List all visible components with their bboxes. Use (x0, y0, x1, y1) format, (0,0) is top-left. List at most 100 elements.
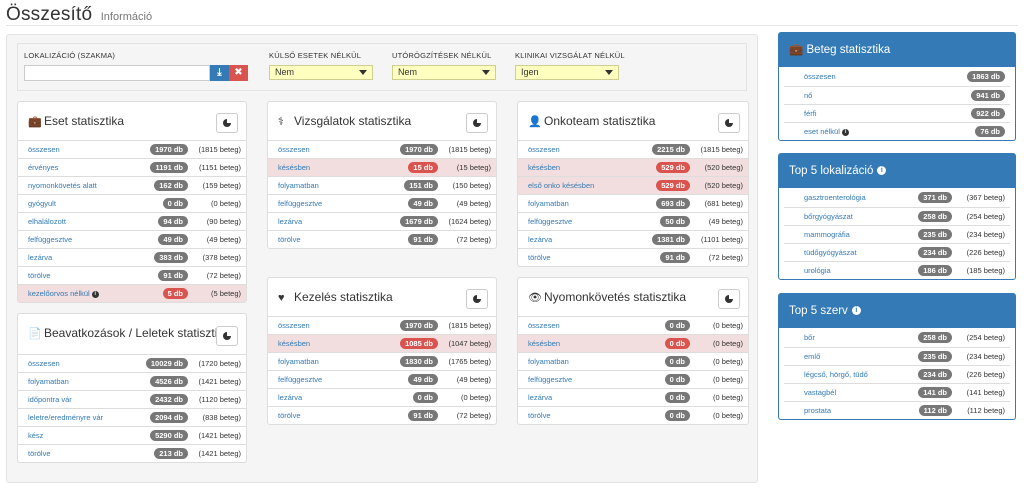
stat-link[interactable]: lezárva (528, 393, 553, 402)
filter-kulso: Külső esetek nélkül Nem (269, 51, 373, 80)
stat-link[interactable]: lezárva (28, 253, 53, 262)
info-icon[interactable]: i (877, 166, 887, 176)
stat-link[interactable]: urológia (804, 266, 831, 275)
stat-link[interactable]: lezárva (278, 393, 303, 402)
stat-row: folyamatban 4526 db (1421 beteg) (18, 372, 246, 390)
stat-link[interactable]: törölve (278, 235, 301, 244)
lokalizacio-input[interactable] (24, 65, 210, 81)
beteg-count: (0 beteg) (712, 339, 743, 348)
chevron-down-icon (482, 70, 490, 75)
stat-link[interactable]: tüdőgyógyászat (804, 248, 857, 257)
stat-link[interactable]: lezárva (528, 235, 553, 244)
info-icon[interactable]: i (851, 306, 861, 316)
stat-link[interactable]: férfi (804, 109, 817, 118)
stat-link[interactable]: eset nélkül (804, 127, 840, 136)
stat-link[interactable]: felfüggesztve (528, 217, 573, 226)
stat-link[interactable]: törölve (528, 411, 551, 420)
stat-link[interactable]: bőrgyógyászat (804, 212, 853, 221)
beteg-count: (0 beteg) (460, 393, 491, 402)
stat-link[interactable]: kezelőorvos nélkül (28, 289, 90, 298)
beteg-count: (0 beteg) (712, 411, 743, 420)
stat-link[interactable]: nyomonkövetés alatt (28, 181, 97, 190)
panel-top-szerv-header: Top 5 szerv i (779, 294, 1015, 328)
stat-link[interactable]: törölve (28, 449, 51, 458)
stat-row: folyamatban 693 db (681 beteg) (518, 194, 748, 212)
pie-chart-button[interactable] (718, 113, 740, 133)
stat-link[interactable]: elhalálozott (28, 217, 66, 226)
panel-beavatkozas-title: Beavatkozások / Leletek statisztika (44, 326, 231, 340)
pie-chart-button[interactable] (466, 113, 488, 133)
stat-link[interactable]: gyógyult (28, 199, 56, 208)
info-icon[interactable]: i (91, 290, 99, 298)
stat-link[interactable]: összesen (28, 359, 60, 368)
stat-link[interactable]: törölve (278, 411, 301, 420)
stat-link[interactable]: folyamatban (528, 199, 569, 208)
pie-chart-button[interactable] (466, 289, 488, 309)
beteg-count: (72 beteg) (206, 271, 241, 280)
stat-link[interactable]: érvényes (28, 163, 59, 172)
stat-link[interactable]: törölve (28, 271, 51, 280)
panel-beteg-header: 💼 Beteg statisztika (779, 33, 1015, 67)
beteg-count: (520 beteg) (704, 163, 743, 172)
count-badge: 1970 db (400, 320, 438, 331)
pie-chart-button[interactable] (216, 113, 238, 133)
stat-link[interactable]: felfüggesztve (28, 235, 73, 244)
count-badge: 258 db (918, 211, 952, 222)
stat-link[interactable]: emlő (804, 352, 821, 361)
stat-link[interactable]: folyamatban (28, 377, 69, 386)
stat-link[interactable]: összesen (278, 145, 310, 154)
stat-row: kész 5290 db (1421 beteg) (18, 426, 246, 444)
file-text-icon: 📄 (28, 328, 42, 340)
count-badge: 10029 db (145, 358, 188, 369)
stat-link[interactable]: kész (28, 431, 44, 440)
stat-link[interactable]: összesen (804, 72, 836, 81)
stat-link[interactable]: vastagbél (804, 388, 837, 397)
stat-link[interactable]: összesen (28, 145, 60, 154)
stat-link[interactable]: késésben (278, 339, 311, 348)
stat-link[interactable]: folyamatban (278, 357, 319, 366)
stat-row: elhalálozott 94 db (90 beteg) (18, 212, 246, 230)
utorogzites-select[interactable]: Nem (392, 65, 496, 80)
stat-link[interactable]: felfüggesztve (528, 375, 573, 384)
stat-link[interactable]: összesen (528, 321, 560, 330)
stat-link[interactable]: folyamatban (278, 181, 319, 190)
klinikai-select[interactable]: Igen (515, 65, 619, 80)
stat-link[interactable]: törölve (528, 253, 551, 262)
beteg-count: (1765 beteg) (448, 357, 491, 366)
stat-link[interactable]: késésben (528, 339, 561, 348)
info-icon[interactable]: i (841, 128, 849, 136)
count-badge: 49 db (408, 374, 438, 385)
stat-link[interactable]: bőr (804, 333, 815, 342)
stat-link[interactable]: összesen (278, 321, 310, 330)
stat-link[interactable]: összesen (528, 145, 560, 154)
count-badge: 371 db (918, 192, 952, 203)
stat-row: késésben 0 db (0 beteg) (518, 334, 748, 352)
stat-link[interactable]: gasztroenterológia (804, 193, 866, 202)
stat-link[interactable]: felfüggesztve (278, 199, 323, 208)
stat-row: késésben 1085 db (1047 beteg) (268, 334, 496, 352)
beteg-count: (226 beteg) (966, 370, 1005, 379)
download-icon[interactable]: ⤓ (210, 65, 229, 81)
count-badge: 0 db (412, 392, 438, 403)
clear-icon[interactable]: ✖ (229, 65, 248, 81)
utorogzites-select-value: Nem (398, 67, 418, 77)
stat-link[interactable]: első onko késésben (528, 181, 595, 190)
stat-link[interactable]: mammográfia (804, 230, 850, 239)
stat-link[interactable]: időpontra vár (28, 395, 72, 404)
pie-chart-button[interactable] (718, 289, 740, 309)
pie-chart-button[interactable] (216, 326, 238, 346)
count-badge: 91 db (158, 270, 188, 281)
stat-link[interactable]: felfüggesztve (278, 375, 323, 384)
stat-link[interactable]: késésben (278, 163, 311, 172)
stat-link[interactable]: folyamatban (528, 357, 569, 366)
kulso-select[interactable]: Nem (269, 65, 373, 80)
stat-link[interactable]: leletre/eredményre vár (28, 413, 104, 422)
stat-link[interactable]: nő (804, 91, 813, 100)
stat-row: lezárva 0 db (0 beteg) (268, 388, 496, 406)
count-badge: 1863 db (967, 71, 1005, 82)
stat-link[interactable]: lezárva (278, 217, 303, 226)
stat-link[interactable]: késésben (528, 163, 561, 172)
beteg-count: (0 beteg) (712, 375, 743, 384)
stat-link[interactable]: légcső, hörgő, tüdő (804, 370, 868, 379)
stat-link[interactable]: prostata (804, 406, 832, 415)
